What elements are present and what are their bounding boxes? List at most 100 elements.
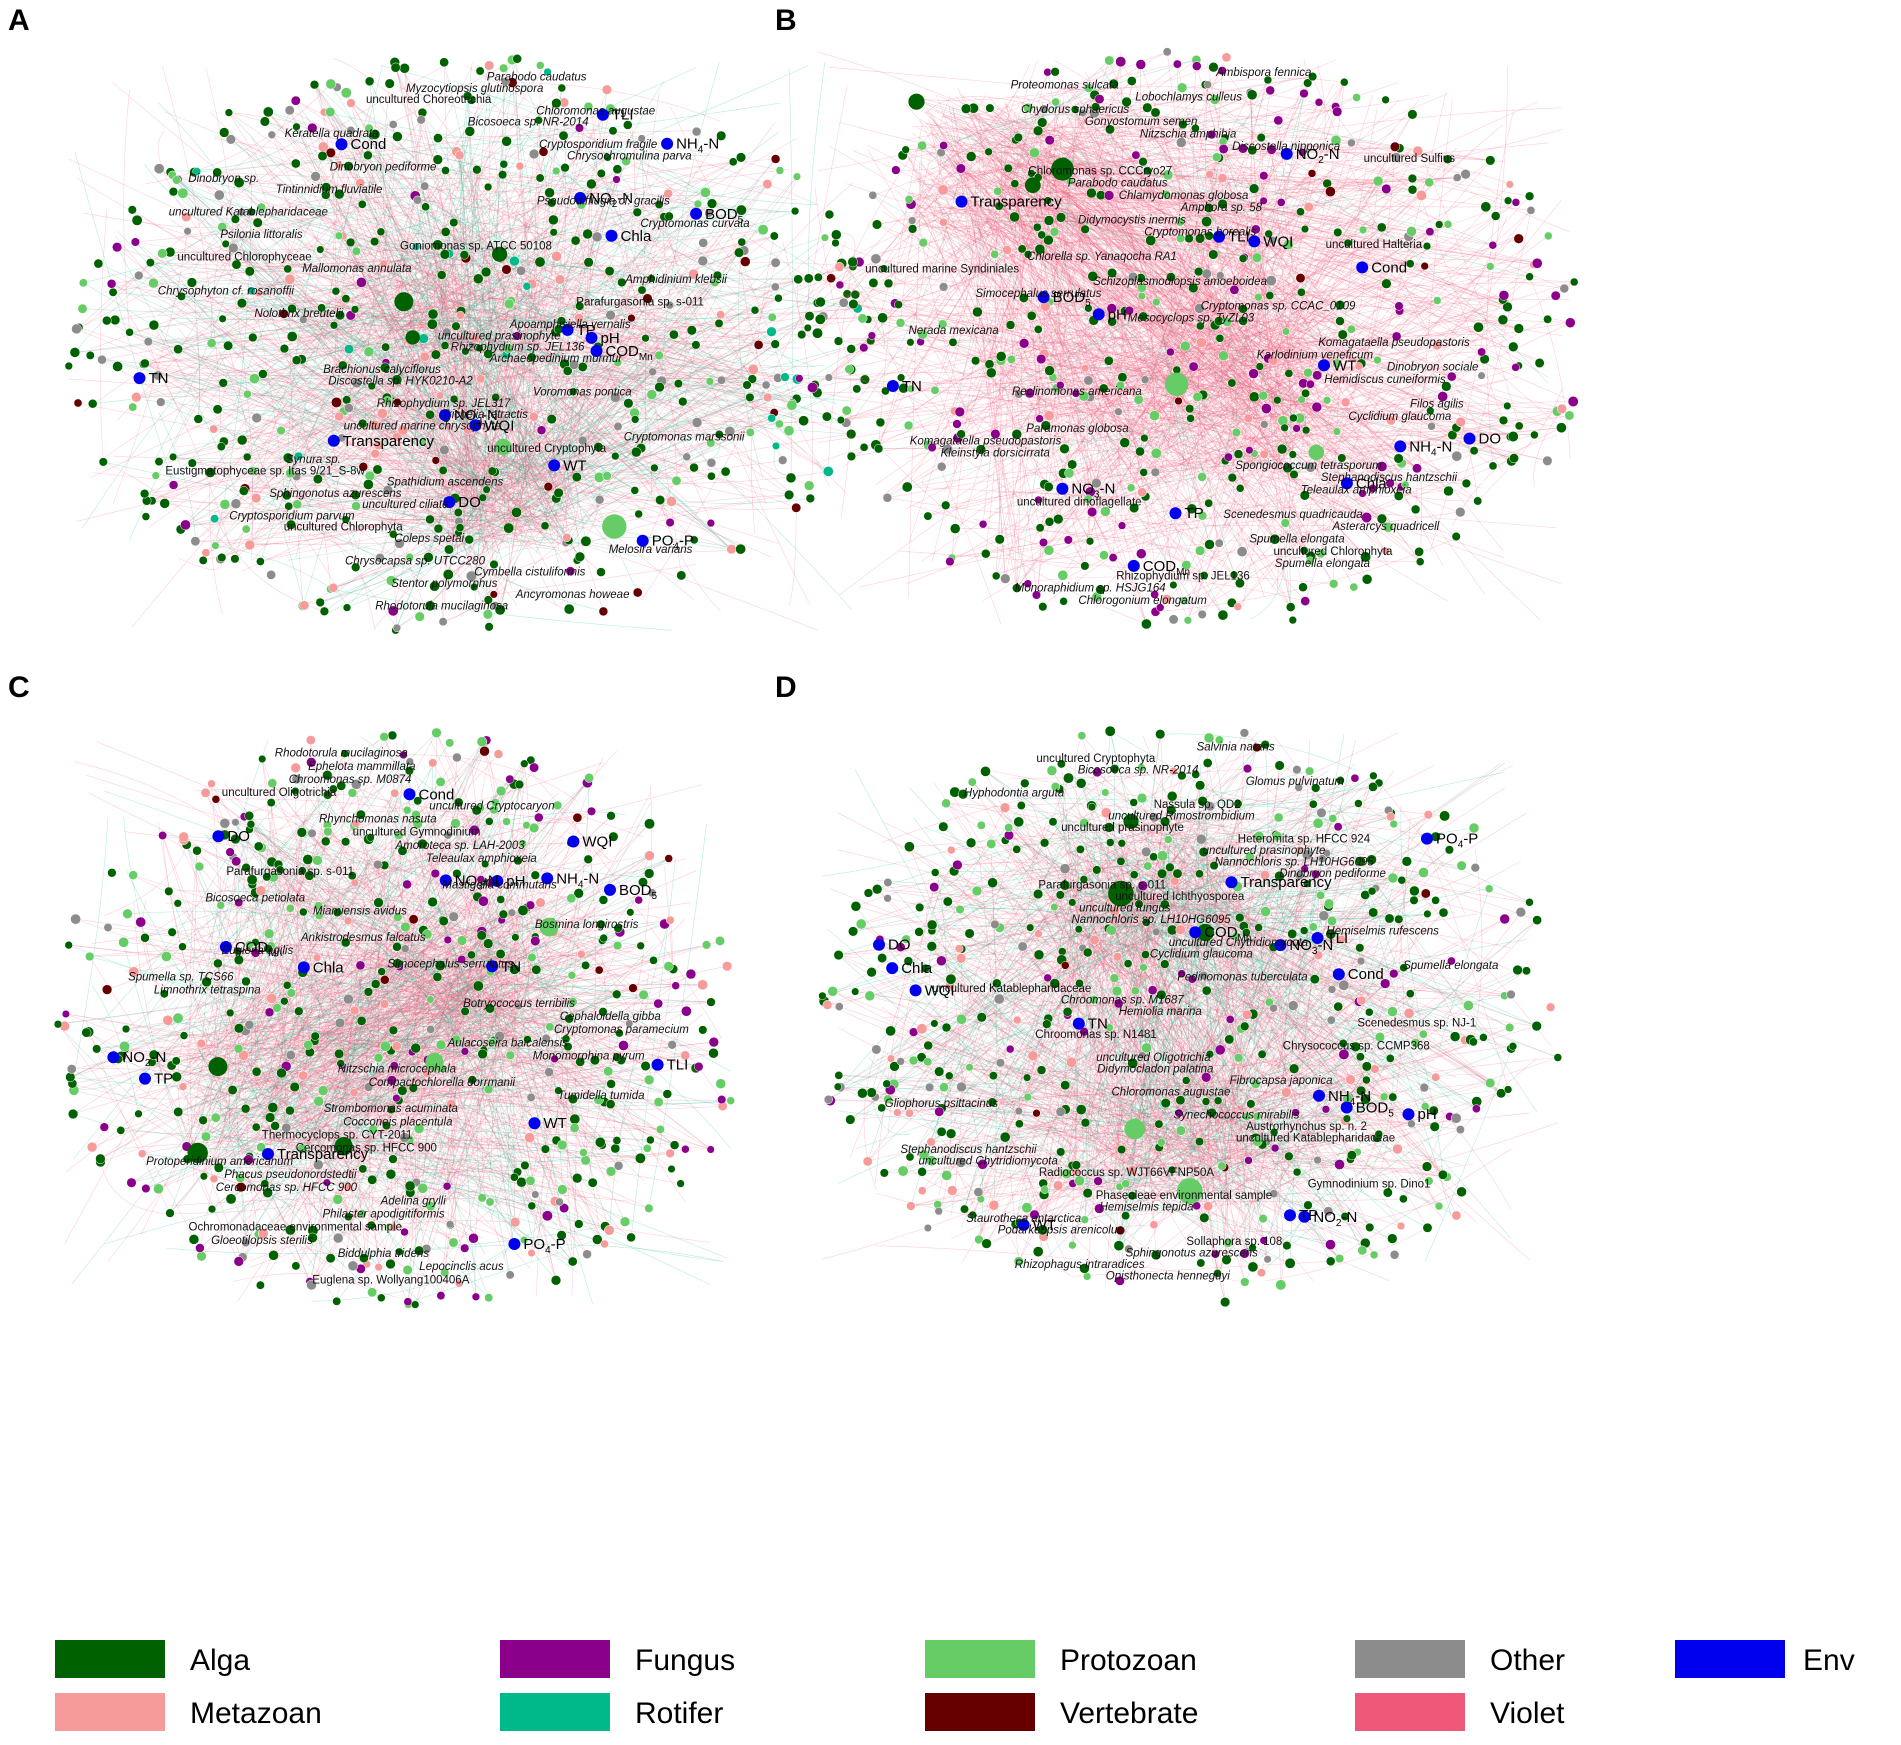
network-edge	[538, 193, 669, 512]
network-edge	[479, 234, 837, 484]
network-node-metazoan	[1505, 180, 1514, 189]
network-node-alga	[475, 66, 485, 76]
network-edge	[221, 226, 505, 524]
network-node-alga	[570, 235, 581, 246]
network-node-metazoan	[1081, 364, 1090, 373]
network-node-alga	[381, 342, 391, 352]
network-edge	[441, 415, 482, 516]
network-edge	[443, 62, 505, 522]
taxon-label: uncultured prasinophyte	[438, 330, 561, 342]
network-node-alga	[852, 384, 862, 394]
network-edge	[535, 298, 648, 477]
network-node-fungus	[1172, 59, 1182, 69]
network-edge	[320, 249, 704, 491]
network-edge	[502, 459, 783, 476]
network-edge	[287, 268, 460, 347]
network-node-alga	[376, 227, 386, 237]
network-edge	[117, 230, 389, 491]
network-edge	[797, 279, 830, 358]
network-edge	[371, 385, 556, 475]
network-node-protozoan	[1352, 93, 1361, 102]
network-edge	[244, 299, 538, 489]
network-edge	[369, 475, 511, 523]
network-node-protozoan	[904, 195, 914, 204]
env-label-name: TN	[902, 378, 922, 395]
network-edge	[393, 354, 679, 386]
network-node-other	[1150, 467, 1160, 477]
network-edge	[350, 315, 496, 503]
network-edge	[329, 111, 463, 502]
network-node-metazoan	[370, 448, 380, 459]
network-edge	[338, 223, 403, 238]
network-node-protozoan	[700, 187, 711, 198]
network-node-alga	[734, 247, 745, 258]
env-label: pH	[601, 330, 620, 347]
network-edge	[340, 315, 527, 319]
network-node-alga	[1407, 109, 1418, 120]
network-node-alga	[392, 131, 403, 142]
network-node-alga	[98, 457, 108, 467]
network-edge	[399, 102, 509, 544]
network-node-protozoan	[775, 166, 785, 175]
network-edge	[480, 253, 569, 380]
network-edge	[239, 353, 797, 509]
network-node-alga	[451, 321, 461, 331]
network-edge	[402, 429, 527, 480]
network-edge	[283, 313, 525, 548]
network-node-fungus	[1498, 290, 1510, 301]
network-node-fungus	[1292, 424, 1301, 433]
network-edge	[374, 273, 471, 454]
network-edge	[132, 274, 442, 627]
network-node-fungus	[1488, 240, 1498, 250]
network-edge	[424, 108, 611, 442]
network-edge	[467, 96, 476, 321]
network-edge	[840, 369, 852, 518]
network-node-fungus	[1131, 150, 1141, 160]
network-edge	[506, 354, 582, 575]
network-edge	[338, 164, 462, 380]
network-node-alga	[1227, 472, 1237, 483]
network-edge	[176, 199, 343, 439]
network-edge	[493, 232, 554, 489]
network-node-alga	[236, 298, 247, 309]
network-node-protozoan	[602, 471, 612, 481]
network-edge	[484, 397, 751, 473]
network-edge	[144, 363, 566, 518]
network-node-vertebrate	[1325, 186, 1336, 197]
network-edge	[210, 472, 485, 518]
network-node-alga	[907, 224, 918, 234]
network-node-other	[213, 189, 225, 201]
network-node-alga	[836, 416, 845, 425]
network-node-alga	[290, 158, 301, 169]
network-node-fungus	[1259, 171, 1269, 181]
network-edge	[488, 353, 539, 402]
network-node-alga	[259, 116, 270, 127]
network-edge	[556, 363, 810, 486]
network-edge	[291, 336, 498, 554]
hub-node	[602, 514, 627, 539]
network-edge	[508, 394, 797, 401]
network-node-alga	[230, 554, 240, 564]
network-node-protozoan	[1195, 545, 1206, 556]
network-edge	[297, 504, 552, 543]
network-edge	[541, 237, 826, 472]
network-node-alga	[430, 349, 441, 360]
network-edge	[563, 135, 818, 205]
network-edge	[465, 120, 539, 240]
taxon-label: Cryptomonas sp. CCAC_0109	[1201, 300, 1356, 312]
network-edge	[312, 236, 445, 255]
network-node-protozoan	[219, 499, 231, 510]
network-edge	[345, 298, 543, 468]
network-edge	[588, 194, 608, 263]
network-edge	[645, 337, 825, 368]
network-edge	[159, 168, 446, 294]
network-edge	[195, 485, 569, 542]
network-edge	[289, 264, 756, 311]
network-edge	[481, 344, 697, 477]
network-edge	[492, 363, 671, 472]
network-node-alga	[1381, 278, 1392, 289]
network-node-metazoan	[299, 600, 310, 611]
network-node-fungus	[1531, 257, 1543, 269]
network-node-alga	[108, 287, 118, 297]
